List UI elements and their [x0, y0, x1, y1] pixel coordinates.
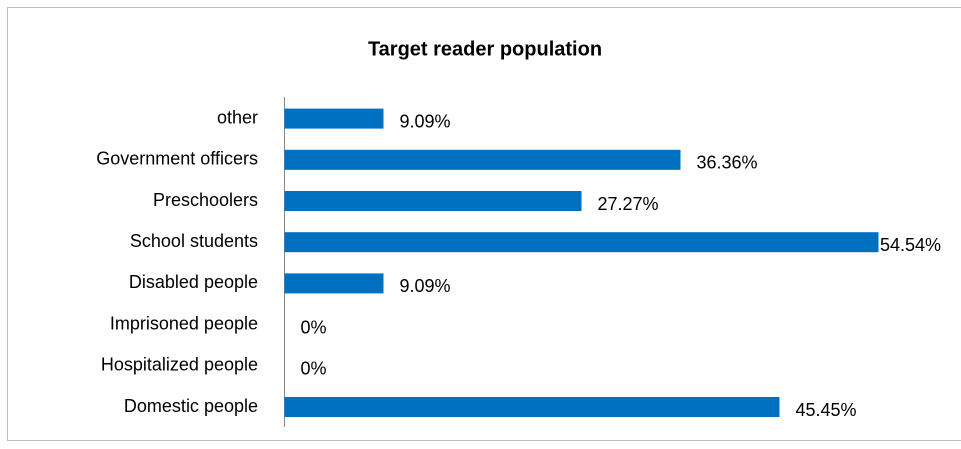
data-label: 27.27%: [598, 194, 659, 214]
data-label: 45.45%: [796, 400, 857, 420]
data-label: 9.09%: [400, 276, 451, 296]
y-tick-label: Imprisoned people: [110, 313, 258, 333]
y-tick-label: Preschoolers: [153, 190, 258, 210]
bar: [284, 108, 384, 129]
y-tick-label: other: [217, 107, 258, 127]
bar: [284, 149, 681, 170]
bar: [284, 232, 879, 253]
chart-title: Target reader population: [368, 38, 602, 60]
y-tick-label: Hospitalized people: [101, 355, 258, 375]
y-tick-label: School students: [130, 231, 258, 251]
bar: [284, 273, 384, 294]
chart-border: [7, 7, 961, 441]
y-tick-label: Government officers: [96, 149, 258, 169]
y-tick-label: Domestic people: [124, 396, 258, 416]
data-label: 9.09%: [400, 111, 451, 131]
bar: [284, 191, 582, 211]
data-label: 36.36%: [697, 153, 758, 173]
data-label: 0%: [301, 359, 327, 379]
y-tick-label: Disabled people: [129, 272, 258, 292]
data-label: 54.54%: [880, 235, 941, 255]
data-label: 0%: [301, 317, 327, 337]
bar: [284, 397, 780, 417]
